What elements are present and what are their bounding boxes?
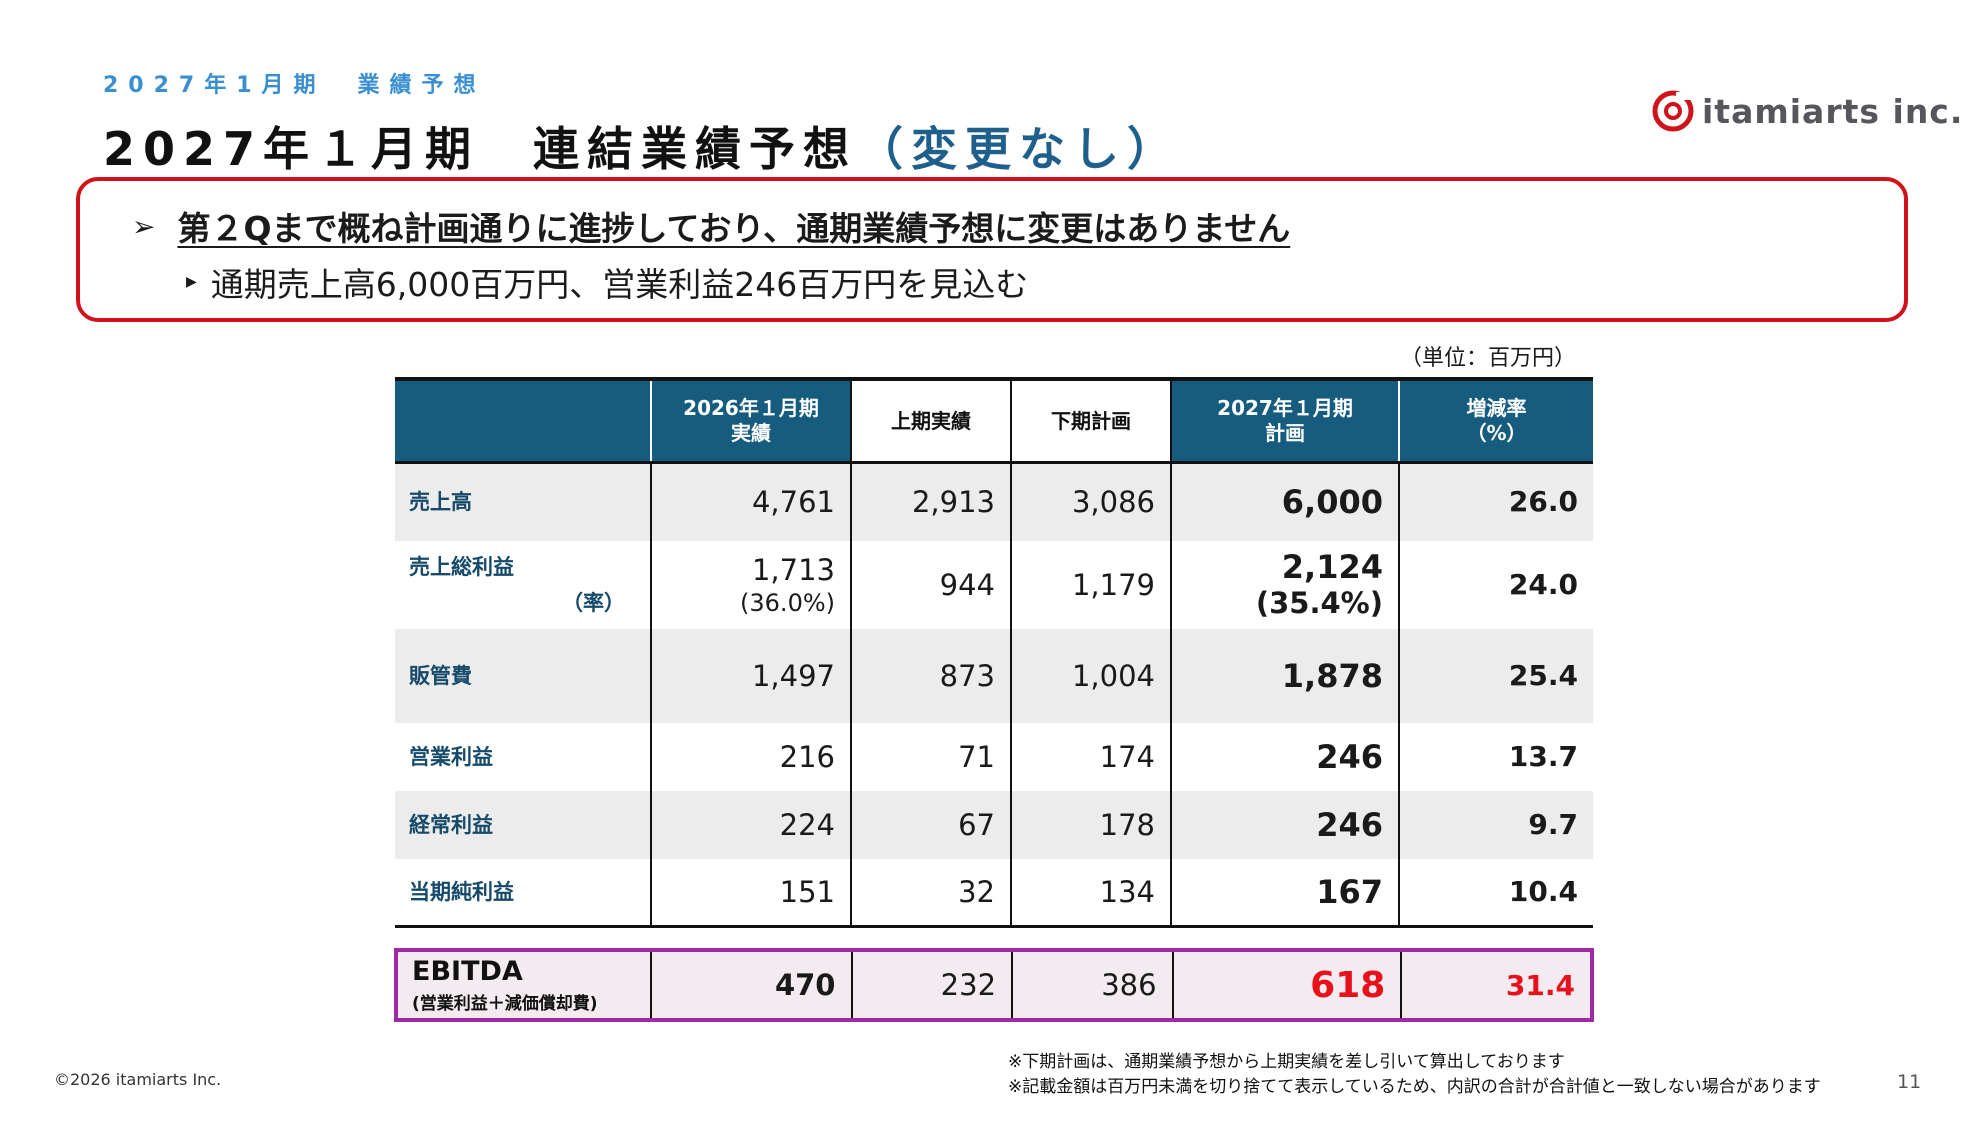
ebitda-label: EBITDA (営業利益＋減価償却費) (396, 950, 651, 1020)
ebitda-row: EBITDA (営業利益＋減価償却費) 470 232 386 618 31.4 (396, 950, 1592, 1020)
cell-fy2026: 4,761 (650, 462, 851, 541)
cell-plan-value: 2,124 (1281, 547, 1383, 586)
footnote-1: ※下期計画は、通期業績予想から上期実績を差し引いて算出しております (1008, 1052, 1565, 1072)
cell-h2: 178 (1010, 790, 1171, 859)
header-cell-label (395, 377, 651, 464)
page-title-main: 2027年１月期 連結業績予想 (103, 122, 858, 176)
cell-fy2026: 224 (650, 790, 851, 859)
table-row: 営業利益 216 71 174 246 13.7 (395, 722, 1593, 791)
cell-plan: 1,878 (1170, 628, 1399, 723)
forecast-table: 2026年１月期 実績 上期実績 下期計画 2027年１月期 計画 増減率 （%） 売… (395, 377, 1593, 928)
cell-h1: 32 (850, 858, 1011, 928)
row-label: 経常利益 (395, 790, 651, 859)
cell-h1: 2,913 (850, 462, 1011, 541)
cell-fy2026: 151 (650, 858, 851, 928)
cell-fy2026: 1,713 (36.0%) (650, 540, 851, 629)
header-cell-fy2027-plan: 2027年１月期 計画 (1170, 377, 1399, 464)
company-logo: itamiarts inc. (1650, 88, 1963, 134)
cell-plan: 246 (1170, 790, 1399, 859)
row-label: 販管費 (395, 628, 651, 723)
page-title-accent: （変更なし） (857, 122, 1182, 176)
row-label: 営業利益 (409, 744, 493, 769)
logo-mark-icon (1652, 90, 1694, 132)
cell-rate: 24.0 (1398, 540, 1593, 629)
summary-callout (76, 177, 1908, 322)
ebitda-plan: 618 (1171, 950, 1402, 1020)
ebitda-label-sub: (営業利益＋減価償却費) (412, 994, 598, 1014)
summary-bullet: ▶ 通期売上高6,000百万円、営業利益246百万円を見込む (186, 258, 1028, 306)
table-row: 経常利益 224 67 178 246 9.7 (395, 790, 1593, 859)
table-header-row: 2026年１月期 実績 上期実績 下期計画 2027年１月期 計画 増減率 （%） (395, 377, 1593, 464)
triangle-bullet-icon: ▶ (186, 274, 197, 290)
unit-label: （単位：百万円） (1400, 346, 1577, 371)
cell-h2: 174 (1010, 722, 1171, 791)
header-cell-h2-plan: 下期計画 (1010, 377, 1171, 464)
cell-rate: 26.0 (1398, 462, 1593, 541)
ebitda-table: EBITDA (営業利益＋減価償却費) 470 232 386 618 31.4 (394, 948, 1594, 1022)
cell-plan: 167 (1170, 858, 1399, 928)
summary-headline: ➢ 第２Qまで概ね計画通りに進捗しており、通期業績予想に変更はありません (132, 202, 1290, 250)
row-label: 売上高 (395, 462, 651, 541)
cell-rate: 13.7 (1398, 722, 1593, 791)
cell-plan: 2,124 (35.4%) (1170, 540, 1399, 629)
page-title: 2027年１月期 連結業績予想（変更なし） (103, 113, 1181, 179)
header-cell-fy2026: 2026年１月期 実績 (650, 377, 851, 464)
cell-h1: 873 (850, 628, 1011, 723)
header-cell-growth-rate: 増減率 （%） (1398, 377, 1593, 464)
logo-text: itamiarts inc. (1702, 91, 1964, 131)
copyright: ©2026 itamiarts Inc. (54, 1070, 222, 1089)
ebitda-fy2026: 470 (649, 950, 852, 1020)
footnote-2: ※記載金額は百万円未満を切り捨てて表示しているため、内訳の合計が合計値と一致しな… (1008, 1077, 1821, 1097)
arrow-bullet-icon: ➢ (132, 209, 156, 243)
section-subtitle: 2027年1月期 業績予想 (103, 73, 486, 98)
cell-h1: 67 (850, 790, 1011, 859)
table-row: 販管費 1,497 873 1,004 1,878 25.4 (395, 628, 1593, 723)
cell-fy2026: 216 (650, 722, 851, 791)
page-number: 11 (1897, 1071, 1922, 1093)
cell-plan-ratio: (35.4%) (1255, 585, 1383, 620)
cell-fy2026-value: 1,713 (751, 552, 835, 587)
cell-plan: 246 (1170, 722, 1399, 791)
table-row: 売上総利益 （率） 1,713 (36.0%) 944 1,179 2,124 … (395, 540, 1593, 629)
header-cell-h1-actual: 上期実績 (850, 377, 1011, 464)
row-label-sub: （率） (562, 590, 625, 615)
cell-rate: 10.4 (1398, 858, 1593, 928)
row-label-main: 売上総利益 (409, 554, 514, 579)
cell-fy2026: 1,497 (650, 628, 851, 723)
table-row: 売上高 4,761 2,913 3,086 6,000 26.0 (395, 462, 1593, 541)
cell-h1: 944 (850, 540, 1011, 629)
row-label: 売上総利益 （率） (395, 541, 651, 629)
cell-h2: 1,004 (1010, 628, 1171, 723)
cell-h2: 134 (1010, 858, 1171, 928)
cell-rate: 25.4 (1398, 628, 1593, 723)
cell-fy2026-ratio: (36.0%) (740, 588, 835, 617)
ebitda-rate: 31.4 (1400, 950, 1592, 1020)
cell-h2: 1,179 (1010, 540, 1171, 629)
cell-h2: 3,086 (1010, 462, 1171, 541)
summary-bullet-text: 通期売上高6,000百万円、営業利益246百万円を見込む (210, 265, 1029, 304)
cell-rate: 9.7 (1398, 790, 1593, 859)
table-row: 当期純利益 151 32 134 167 10.4 (395, 858, 1593, 928)
ebitda-h1: 232 (850, 950, 1013, 1020)
cell-h1: 71 (850, 722, 1011, 791)
cell-plan: 6,000 (1170, 462, 1399, 541)
row-label: 当期純利益 (395, 858, 651, 928)
ebitda-label-main: EBITDA (412, 956, 523, 987)
ebitda-h2: 386 (1011, 950, 1173, 1020)
footnotes: ※下期計画は、通期業績予想から上期実績を差し引いて算出しております ※記載金額は… (1008, 1050, 1821, 1100)
summary-headline-text: 第２Qまで概ね計画通りに進捗しており、通期業績予想に変更はありません (177, 209, 1291, 248)
